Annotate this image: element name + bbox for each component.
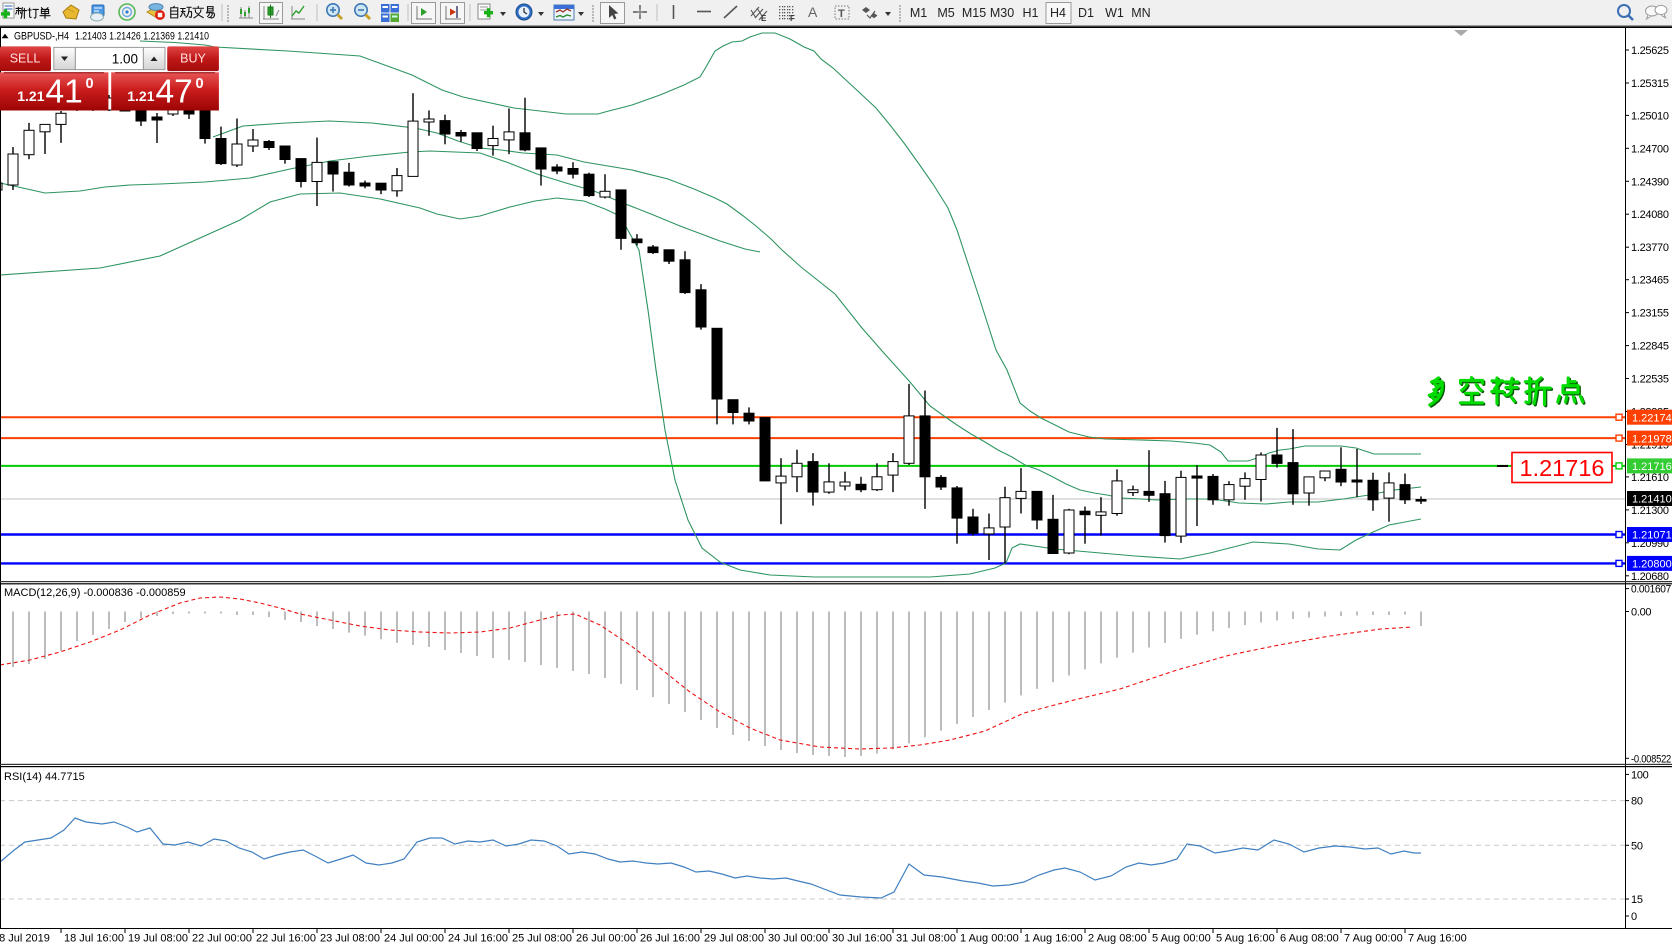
svg-text:1.00: 1.00 [112, 52, 138, 67]
svg-text:1.20800: 1.20800 [1632, 559, 1672, 571]
svg-text:1 Aug 16:00: 1 Aug 16:00 [1024, 933, 1083, 945]
svg-text:RSI(14) 44.7715: RSI(14) 44.7715 [4, 771, 85, 783]
svg-text:1.21: 1.21 [127, 88, 154, 104]
svg-text:1.22535: 1.22535 [1631, 374, 1669, 386]
svg-text:1.25010: 1.25010 [1631, 110, 1669, 122]
svg-text:25 Jul 08:00: 25 Jul 08:00 [512, 933, 572, 945]
svg-text:15: 15 [1631, 894, 1643, 906]
svg-text:1.23770: 1.23770 [1631, 242, 1669, 254]
svg-text:0.001607: 0.001607 [1631, 584, 1671, 596]
svg-text:W1: W1 [1105, 6, 1124, 20]
svg-text:1.21: 1.21 [17, 88, 44, 104]
svg-text:31 Jul 08:00: 31 Jul 08:00 [896, 933, 956, 945]
svg-text:GBPUSD-,H4: GBPUSD-,H4 [14, 31, 69, 43]
svg-text:2 Aug 08:00: 2 Aug 08:00 [1088, 933, 1147, 945]
svg-text:1.25315: 1.25315 [1631, 78, 1669, 90]
svg-text:M5: M5 [937, 6, 954, 20]
svg-text:18 Jul 2019: 18 Jul 2019 [0, 933, 50, 945]
svg-text:0: 0 [1631, 911, 1637, 923]
svg-text:23 Jul 08:00: 23 Jul 08:00 [320, 933, 380, 945]
svg-text:SELL: SELL [10, 52, 41, 66]
svg-text:6 Aug 08:00: 6 Aug 08:00 [1280, 933, 1339, 945]
svg-text:MACD(12,26,9) -0.000836 -0.000: MACD(12,26,9) -0.000836 -0.000859 [4, 587, 186, 599]
svg-text:26 Jul 00:00: 26 Jul 00:00 [576, 933, 636, 945]
svg-text:26 Jul 16:00: 26 Jul 16:00 [640, 933, 700, 945]
svg-text:E: E [761, 14, 767, 23]
svg-text:1.24700: 1.24700 [1631, 143, 1669, 155]
svg-text:M15: M15 [962, 6, 986, 20]
svg-text:M30: M30 [990, 6, 1014, 20]
svg-text:1.20680: 1.20680 [1631, 571, 1669, 583]
svg-text:29 Jul 08:00: 29 Jul 08:00 [704, 933, 764, 945]
svg-text:30 Jul 00:00: 30 Jul 00:00 [768, 933, 828, 945]
svg-text:1.21716: 1.21716 [1520, 455, 1605, 481]
svg-text:1.21300: 1.21300 [1631, 505, 1669, 517]
svg-text:1.21716: 1.21716 [1632, 461, 1672, 473]
svg-text:1.21403 1.21426 1.21369 1.2141: 1.21403 1.21426 1.21369 1.21410 [75, 31, 209, 43]
svg-text:-0.008522: -0.008522 [1631, 753, 1671, 765]
svg-text:18 Jul 16:00: 18 Jul 16:00 [64, 933, 124, 945]
svg-text:F: F [790, 14, 795, 23]
svg-text:1.24390: 1.24390 [1631, 176, 1669, 188]
svg-text:BUY: BUY [180, 52, 206, 66]
svg-text:7 Aug 16:00: 7 Aug 16:00 [1408, 933, 1467, 945]
svg-text:0: 0 [86, 76, 94, 92]
svg-text:1.25625: 1.25625 [1631, 45, 1669, 57]
svg-text:0.00: 0.00 [1631, 607, 1651, 619]
svg-text:1.21978: 1.21978 [1632, 433, 1672, 445]
svg-text:MN: MN [1131, 6, 1150, 20]
svg-text:30 Jul 16:00: 30 Jul 16:00 [832, 933, 892, 945]
svg-text:D1: D1 [1078, 6, 1094, 20]
svg-text:47: 47 [156, 74, 193, 111]
svg-text:1.21410: 1.21410 [1632, 494, 1672, 506]
svg-text:1.23465: 1.23465 [1631, 275, 1669, 287]
svg-text:24 Jul 16:00: 24 Jul 16:00 [448, 933, 508, 945]
svg-text:1.22845: 1.22845 [1631, 341, 1669, 353]
svg-text:0: 0 [196, 76, 204, 92]
svg-text:H4: H4 [1050, 6, 1066, 20]
svg-text:41: 41 [46, 74, 83, 111]
svg-text:1.22174: 1.22174 [1632, 412, 1672, 424]
svg-text:100: 100 [1631, 769, 1649, 781]
svg-text:80: 80 [1631, 796, 1643, 808]
svg-text:A: A [808, 4, 818, 20]
svg-text:T: T [838, 8, 845, 20]
svg-text:1 Aug 00:00: 1 Aug 00:00 [960, 933, 1019, 945]
svg-text:M1: M1 [910, 6, 927, 20]
svg-text:5 Aug 00:00: 5 Aug 00:00 [1152, 933, 1211, 945]
svg-text:19 Jul 08:00: 19 Jul 08:00 [128, 933, 188, 945]
svg-text:7 Aug 00:00: 7 Aug 00:00 [1344, 933, 1403, 945]
svg-text:H1: H1 [1023, 6, 1039, 20]
svg-text:1.21610: 1.21610 [1631, 472, 1669, 484]
svg-text:24 Jul 00:00: 24 Jul 00:00 [384, 933, 444, 945]
svg-text:5 Aug 16:00: 5 Aug 16:00 [1216, 933, 1275, 945]
svg-text:1.21071: 1.21071 [1632, 530, 1672, 542]
svg-text:1.23155: 1.23155 [1631, 308, 1669, 320]
svg-text:22 Jul 16:00: 22 Jul 16:00 [256, 933, 316, 945]
svg-text:1.24080: 1.24080 [1631, 209, 1669, 221]
svg-text:22 Jul 00:00: 22 Jul 00:00 [192, 933, 252, 945]
svg-text:50: 50 [1631, 840, 1643, 852]
